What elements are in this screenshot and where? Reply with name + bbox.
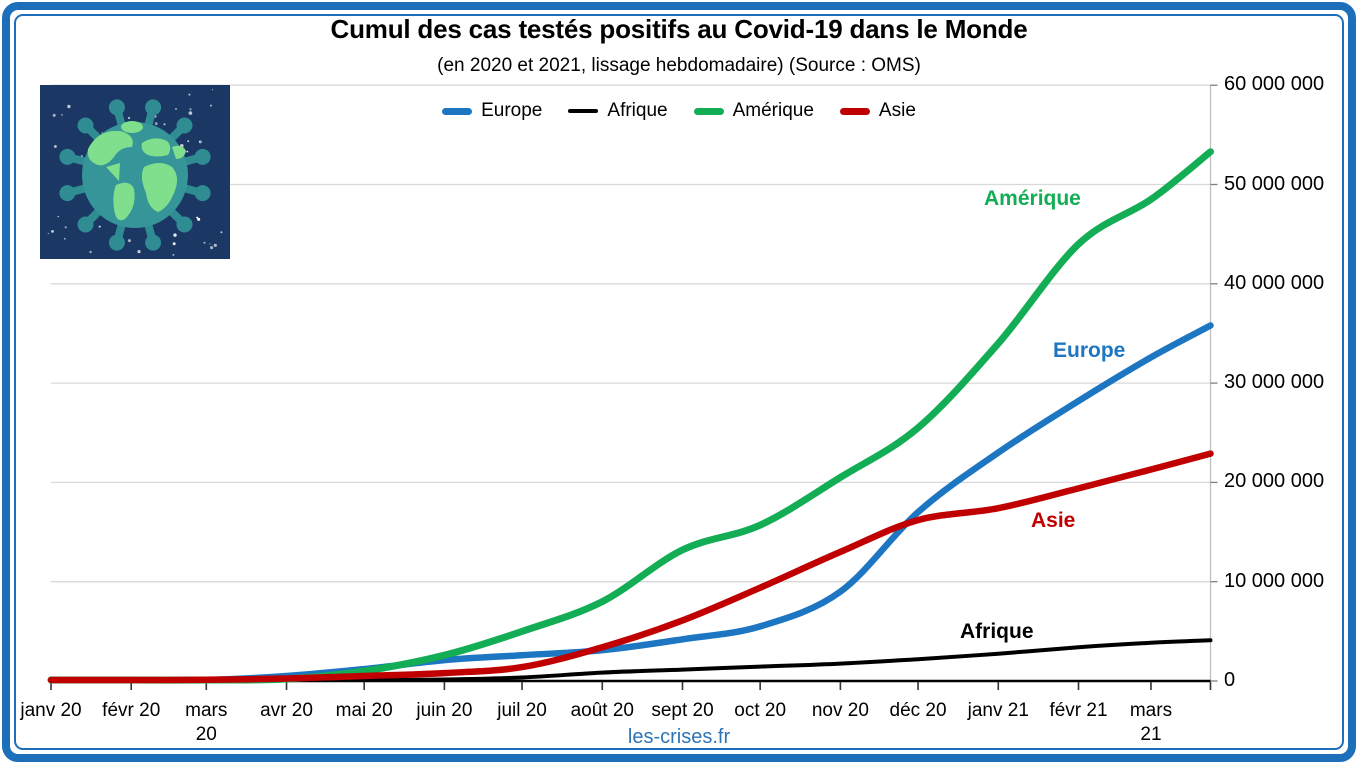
series-line-3: [47, 450, 1214, 684]
x-tick-label: oct 20: [734, 700, 787, 721]
x-tick-label: avr 20: [260, 700, 313, 721]
x-tick-label: janv 20: [20, 700, 82, 721]
y-tick-label: 0: [1224, 669, 1236, 691]
legend-swatch-icon: [693, 107, 724, 115]
legend-swatch-icon: [568, 109, 599, 113]
legend-label: Amérique: [732, 100, 814, 121]
x-tick-label: sept 20: [651, 700, 714, 721]
chart-subtitle: (en 2020 et 2021, lissage hebdomadaire) …: [437, 55, 921, 76]
footer-site-text: les-crises.fr: [627, 726, 731, 748]
x-tick-label: mars 20: [185, 700, 228, 745]
series-label-1: Afrique: [960, 620, 1034, 643]
x-tick-label: janv 21: [967, 700, 1029, 721]
x-tick-label: mai 20: [335, 700, 393, 721]
y-tick-label: 40 000 000: [1224, 271, 1325, 294]
series-label-2: Amérique: [984, 187, 1081, 210]
x-tick-label: nov 20: [811, 700, 869, 721]
series-line-0: [47, 322, 1214, 684]
x-tick-label: févr 20: [102, 700, 161, 721]
legend-swatch-icon: [442, 107, 473, 115]
series-label-0: Europe: [1053, 339, 1126, 362]
legend-swatch-icon: [839, 107, 870, 115]
y-tick-label: 50 000 000: [1224, 172, 1325, 195]
y-tick-label: 20 000 000: [1224, 470, 1325, 493]
legend-item-3: Asie: [839, 100, 916, 122]
legend-item-1: Afrique: [568, 100, 668, 122]
y-tick-label: 30 000 000: [1224, 371, 1325, 394]
x-tick-label: févr 21: [1049, 700, 1108, 721]
virus-globe-logo: [40, 85, 230, 259]
chart-legend: Europe Afrique Amérique Asie: [0, 99, 1358, 123]
x-tick-label: juil 20: [497, 700, 547, 721]
legend-label: Asie: [878, 100, 916, 121]
y-tick-label: 60 000 000: [1224, 73, 1325, 96]
x-tick-label: déc 20: [889, 700, 947, 721]
chart-title: Cumul des cas testés positifs au Covid-1…: [330, 14, 1028, 44]
globe-icon: [82, 121, 188, 228]
y-tick-label: 10 000 000: [1224, 569, 1325, 592]
legend-label: Europe: [481, 100, 543, 121]
legend-item-0: Europe: [442, 100, 542, 122]
series-label-3: Asie: [1031, 509, 1076, 532]
x-tick-label: juin 20: [416, 700, 473, 721]
legend-label: Afrique: [607, 100, 668, 121]
x-tick-label: août 20: [570, 700, 634, 721]
x-tick-label: mars 21: [1129, 700, 1173, 745]
legend-item-2: Amérique: [693, 100, 814, 122]
